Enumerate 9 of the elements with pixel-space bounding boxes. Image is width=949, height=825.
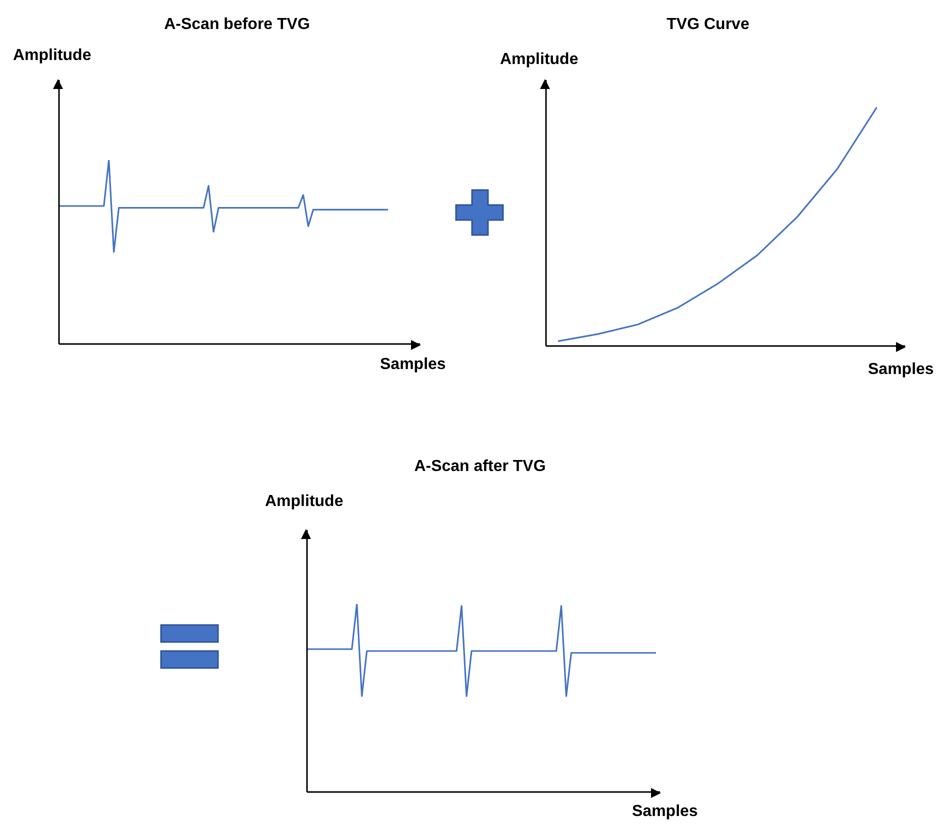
y-axis-title: Amplitude (13, 46, 92, 66)
y-axis-title: Amplitude (500, 50, 578, 70)
chart-title: A-Scan before TVG (164, 15, 310, 35)
x-axis-title: Samples (380, 355, 446, 375)
x-axis-title: Samples (868, 360, 934, 380)
chart-title: A-Scan after TVG (414, 457, 546, 477)
x-axis-title: Samples (632, 802, 698, 822)
chart-title: TVG Curve (666, 15, 750, 35)
y-axis-title: Amplitude (265, 492, 344, 512)
